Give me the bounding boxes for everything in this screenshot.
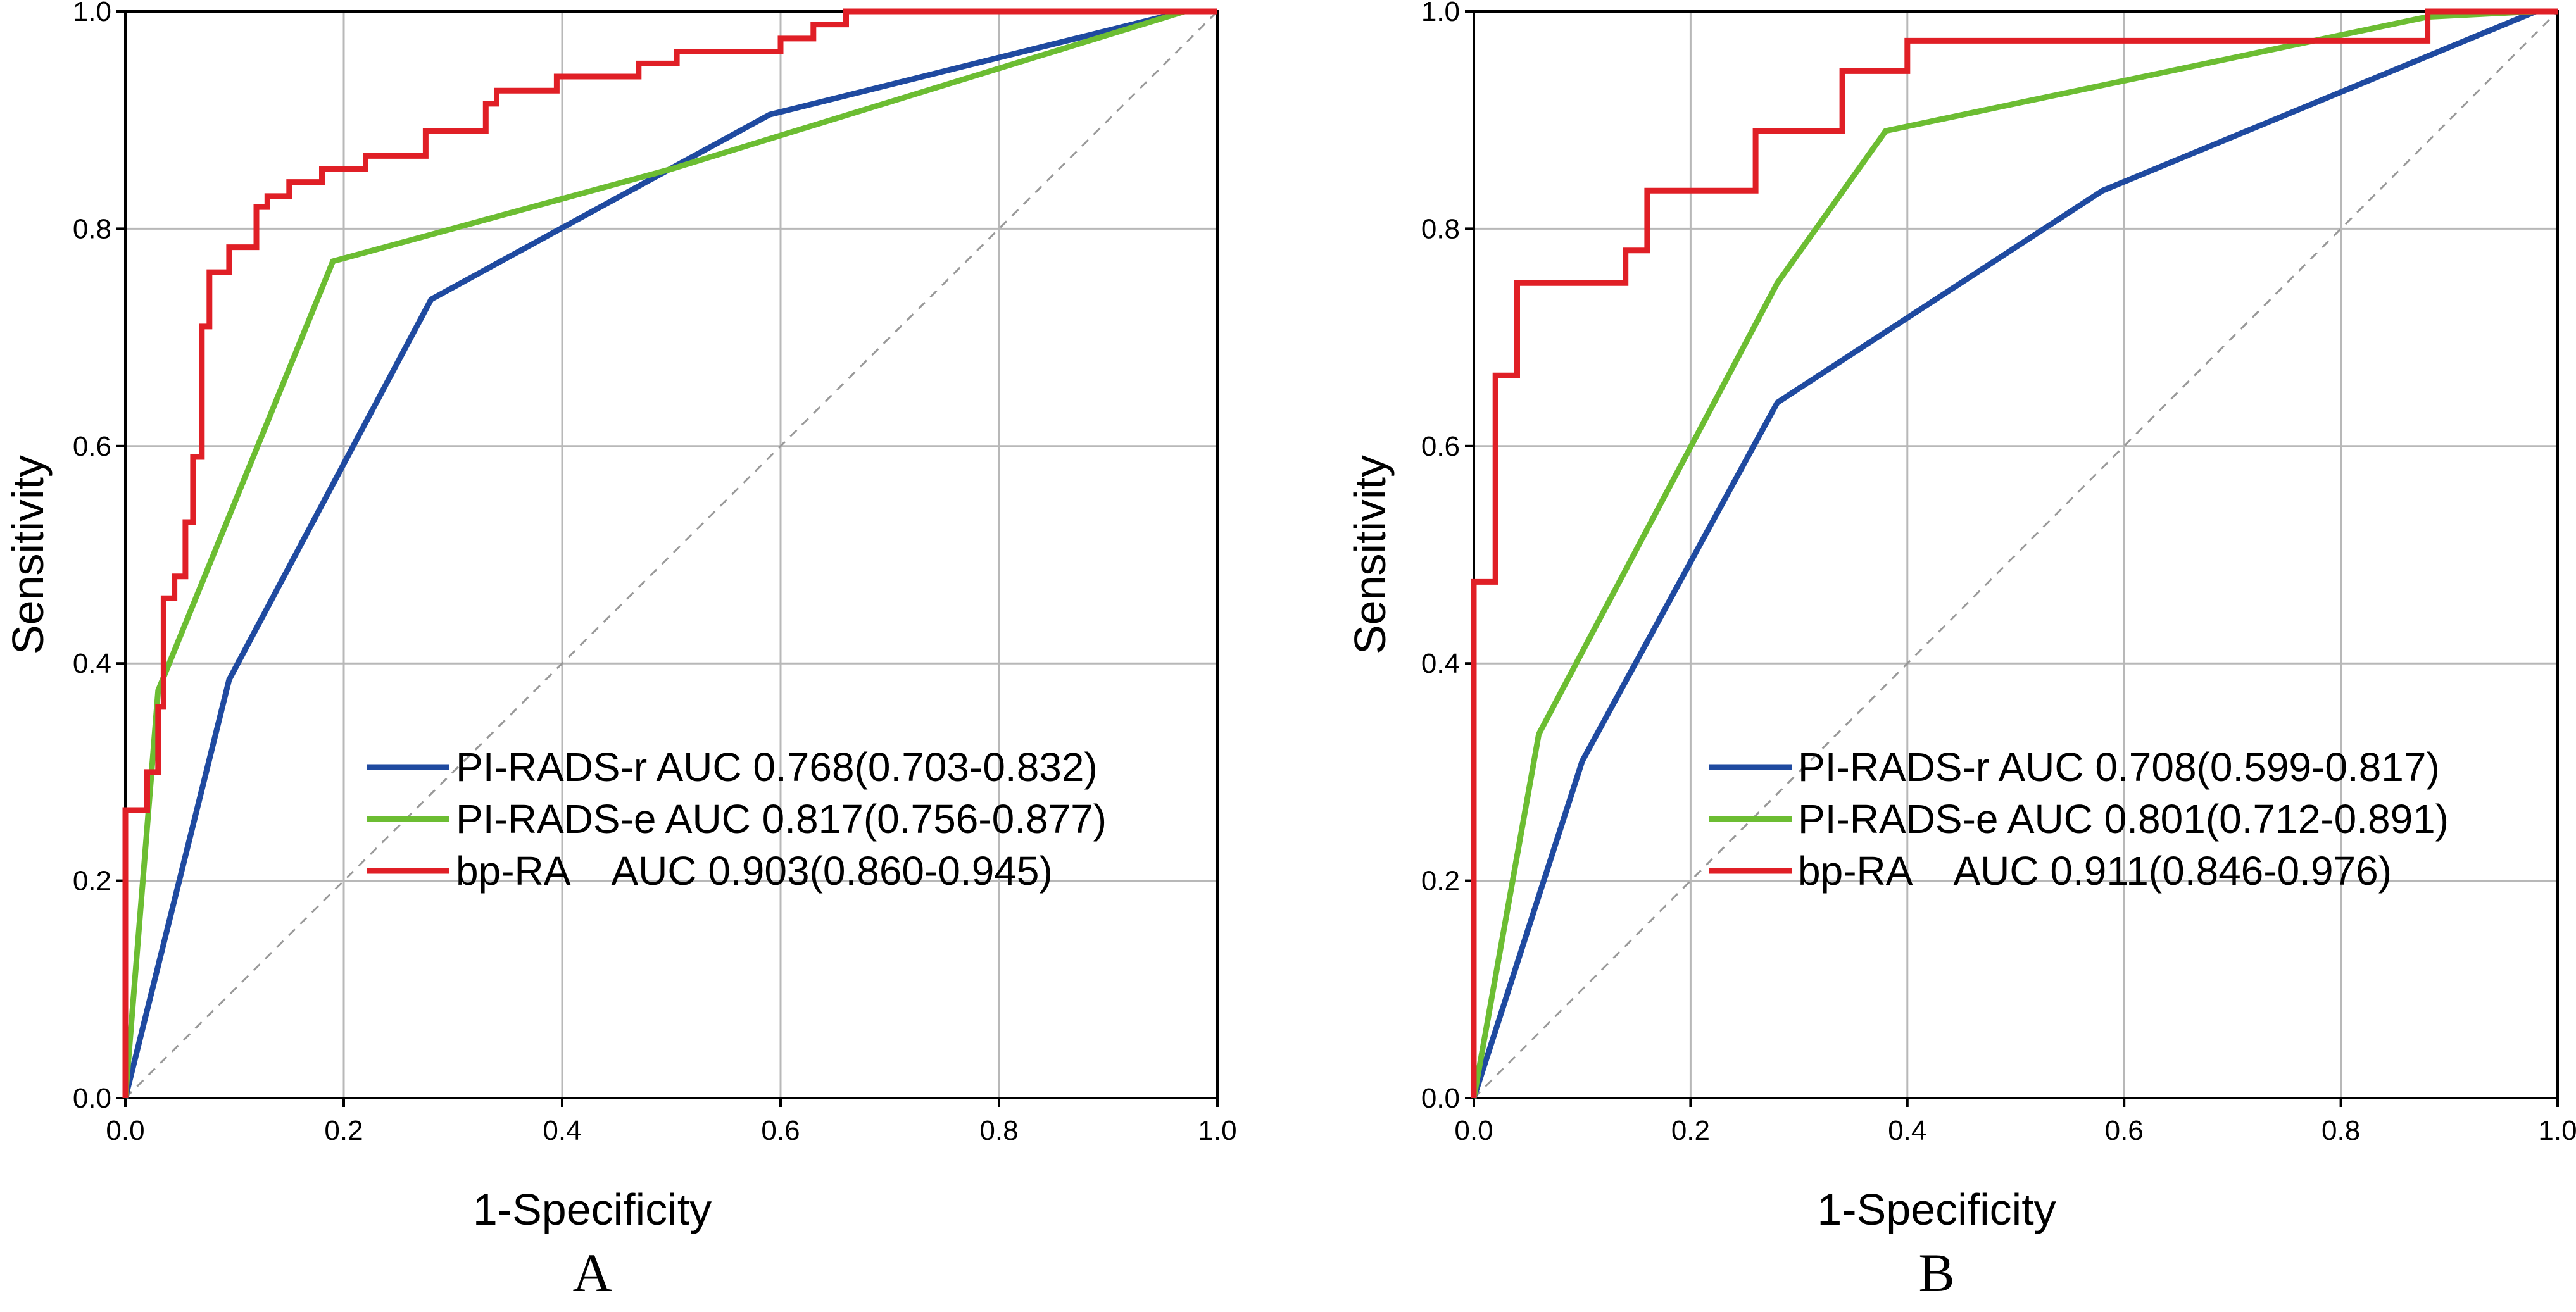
x-tick-label: 1.0 <box>2538 1115 2576 1146</box>
x-tick-label: 0.4 <box>543 1115 581 1146</box>
x-tick-label: 0.8 <box>2322 1115 2360 1146</box>
plot-frame <box>124 10 1219 1099</box>
y-tick-label: 1.0 <box>73 0 111 27</box>
x-tick-label: 0.2 <box>324 1115 363 1146</box>
y-tick-label: 0.6 <box>1421 431 1460 462</box>
y-tick-label: 0.8 <box>1421 213 1460 244</box>
y-tick-label: 0.0 <box>1421 1083 1460 1114</box>
x-tick-label: 0.0 <box>106 1115 144 1146</box>
panel-label: B <box>1918 1242 1954 1303</box>
panel-b-chart: 0.0 0.2 0.4 0.6 0.8 1.0 0.0 0.2 0.4 0.6 0.8 1.0 1-Sp… <box>1345 0 2576 1303</box>
y-tick-label: 1.0 <box>1421 0 1460 27</box>
y-axis-title: Sensitivity <box>1345 455 1395 654</box>
x-tick-label: 0.6 <box>761 1115 800 1146</box>
reference-diagonal <box>124 10 1219 1099</box>
x-tick-label: 0.8 <box>979 1115 1018 1146</box>
y-tick-label: 0.2 <box>1421 866 1460 897</box>
x-tick-label: 0.0 <box>1454 1115 1493 1146</box>
x-axis-title: 1-Specificity <box>1817 1185 2056 1234</box>
panel-a-chart: 0.0 0.2 0.4 0.6 0.8 1.0 0.0 0.2 0.4 0.6 0.8 1.0 1-Sp… <box>3 0 1237 1303</box>
y-tick-label: 0.4 <box>1421 648 1460 679</box>
panel-label: A <box>572 1242 612 1303</box>
y-tick-label: 0.8 <box>73 213 111 244</box>
x-tick-label: 0.4 <box>1888 1115 1926 1146</box>
y-axis-title: Sensitivity <box>3 455 53 654</box>
plot-frame <box>1473 10 2559 1099</box>
legend-label: bp-RA AUC 0.903(0.860-0.945) <box>456 848 1053 894</box>
x-tick-label: 1.0 <box>1198 1115 1236 1146</box>
y-tick-label: 0.4 <box>73 648 111 679</box>
legend-label: PI-RADS-e AUC 0.817(0.756-0.877) <box>456 796 1107 842</box>
x-axis-title: 1-Specificity <box>473 1185 712 1234</box>
legend-label: PI-RADS-r AUC 0.768(0.703-0.832) <box>456 744 1098 790</box>
legend-label: bp-RA AUC 0.911(0.846-0.976) <box>1798 848 2392 894</box>
y-tick-label: 0.0 <box>73 1083 111 1114</box>
y-tick-label: 0.2 <box>73 866 111 897</box>
legend-label: PI-RADS-r AUC 0.708(0.599-0.817) <box>1798 744 2440 790</box>
roc-curve-bp-ra <box>122 8 1217 1098</box>
y-tick-label: 0.6 <box>73 431 111 462</box>
x-tick-label: 0.2 <box>1671 1115 1710 1146</box>
legend-label: PI-RADS-e AUC 0.801(0.712-0.891) <box>1798 796 2449 842</box>
roc-curve-bp-ra <box>1471 8 2558 1098</box>
x-tick-label: 0.6 <box>2105 1115 2144 1146</box>
